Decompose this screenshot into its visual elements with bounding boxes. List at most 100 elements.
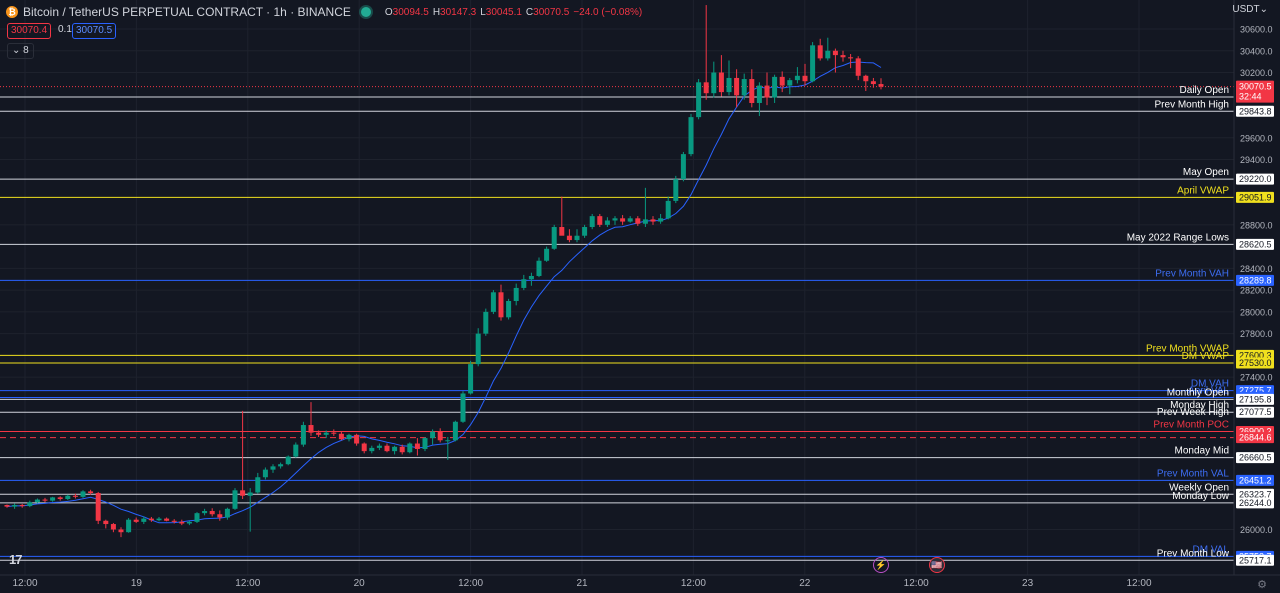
- candle-body: [680, 154, 686, 180]
- candle-body: [72, 495, 78, 497]
- price-tick-label: 30600.0: [1240, 25, 1273, 35]
- event-us-flag-icon[interactable]: 🇺🇸: [929, 557, 945, 573]
- level-price-tag: [1236, 238, 1274, 250]
- level-label: April VAL: [1188, 386, 1229, 397]
- candle-body: [863, 75, 869, 82]
- candle-body: [414, 443, 420, 449]
- candle-body: [658, 218, 664, 222]
- candle-body: [95, 493, 101, 521]
- price-tick-label: 30400.0: [1240, 46, 1273, 56]
- level-label: Prev Month VAL: [1157, 468, 1230, 479]
- symbol-title[interactable]: Bitcoin / TetherUS PERPETUAL CONTRACT · …: [23, 5, 351, 19]
- candle-body: [840, 55, 846, 58]
- candle-body: [490, 292, 496, 312]
- level-label: Prev Month VWAP: [1146, 343, 1229, 354]
- level-price-tag: [1236, 432, 1274, 444]
- settings-gear-icon[interactable]: ⚙: [1257, 579, 1267, 591]
- level-label: Prev Month High: [1155, 99, 1229, 110]
- level-labels: Daily Open Prev Month High May Open April V…: [1127, 85, 1230, 559]
- price-tick-label: 28000.0: [1240, 307, 1273, 317]
- time-tick-label: 12:00: [235, 578, 260, 589]
- time-tick-label: 21: [576, 578, 588, 589]
- level-price-tag-label: 27600.3: [1239, 350, 1272, 360]
- candle-body: [574, 235, 580, 241]
- currency-selector[interactable]: USDT⌄: [1232, 4, 1268, 15]
- sell-button[interactable]: 30070.4: [7, 23, 52, 39]
- ohlc-low: L30045.1: [480, 6, 522, 18]
- candle-body: [171, 520, 177, 522]
- level-lines: [0, 86, 1234, 561]
- candle-body: [19, 505, 25, 507]
- candle-body: [293, 444, 299, 457]
- candle-body: [126, 519, 132, 533]
- time-tick-label: 12:00: [12, 578, 37, 589]
- market-status-icon[interactable]: [360, 7, 371, 17]
- candle-body: [338, 433, 344, 440]
- candle-body: [278, 464, 284, 467]
- time-tick-label: 22: [799, 578, 811, 589]
- candle-body: [316, 432, 322, 435]
- price-tick-label: 28800.0: [1240, 220, 1273, 230]
- candle-body: [825, 50, 831, 59]
- candle-body: [620, 218, 626, 222]
- candle-body: [726, 77, 732, 93]
- candle-body: [452, 421, 458, 441]
- level-price-tag: [1236, 452, 1274, 464]
- event-flash-icon[interactable]: ⚡: [873, 557, 889, 573]
- grid-lines: [0, 0, 1234, 575]
- tradingview-logo-icon[interactable]: 17: [9, 552, 23, 567]
- buy-button[interactable]: 30070.5: [72, 23, 117, 39]
- level-price-tag: [1236, 474, 1274, 486]
- candle-body: [194, 513, 200, 522]
- candle-body: [110, 524, 116, 530]
- candle-body: [346, 434, 352, 440]
- price-tick-label: 27800.0: [1240, 329, 1273, 339]
- candle-body: [262, 469, 268, 478]
- ohlc-open: O30094.5: [384, 6, 429, 18]
- candle-body: [756, 85, 762, 103]
- level-price-tag-label: 27275.7: [1239, 386, 1272, 396]
- price-tags: 29975.129843.829220.029051.928620.528289…: [1236, 80, 1274, 566]
- candle-body: [285, 456, 291, 465]
- candle-body: [34, 499, 40, 503]
- level-price-tag-label: 26323.7: [1239, 489, 1272, 499]
- candle-body: [597, 216, 603, 225]
- countdown-label: 32:44: [1239, 92, 1262, 102]
- candle-body: [300, 425, 306, 445]
- candle-body: [65, 495, 71, 500]
- candle-body: [810, 45, 816, 82]
- price-axis[interactable]: 30600.0 30400.0 30200.0 29600.0 29400.0 28800…: [1240, 25, 1273, 535]
- candle-body: [148, 518, 154, 521]
- level-label: Prev Month Low: [1157, 548, 1230, 559]
- candle-body: [855, 58, 861, 76]
- candle-body: [80, 491, 86, 497]
- level-price-tag-label: 26451.2: [1239, 475, 1272, 485]
- level-label: Monday Mid: [1175, 446, 1229, 457]
- candle-body: [247, 492, 253, 496]
- indicators-toggle-button[interactable]: ⌄ 8: [7, 43, 34, 59]
- price-tick-label: 30200.0: [1240, 68, 1273, 78]
- price-tick-label: 26000.0: [1240, 525, 1273, 535]
- candle-body: [612, 218, 618, 221]
- candle-body: [551, 227, 557, 249]
- candle-body: [240, 490, 246, 496]
- level-price-tag-label: 28620.5: [1239, 239, 1272, 249]
- level-price-tag: [1236, 497, 1274, 509]
- candle-body: [399, 446, 405, 453]
- level-price-tag: [1236, 554, 1274, 566]
- level-label: DM VAL: [1193, 544, 1230, 555]
- candle-body: [779, 76, 785, 86]
- candle-body: [437, 431, 443, 441]
- time-tick-label: 20: [354, 578, 366, 589]
- time-axis[interactable]: 12:00 19 12:00 20 12:00 21 12:00 22 12:00 23 12:00: [12, 578, 1151, 589]
- candle-body: [544, 248, 550, 261]
- price-tick-label: 27400.0: [1240, 373, 1273, 383]
- candle-body: [354, 434, 360, 444]
- candle-body: [642, 219, 648, 224]
- candle-body: [559, 227, 565, 236]
- level-label: Monthly Open: [1167, 387, 1229, 398]
- level-label: April VWAP: [1177, 185, 1229, 196]
- candle-body: [369, 447, 375, 452]
- level-label: DM VWAP: [1182, 351, 1230, 362]
